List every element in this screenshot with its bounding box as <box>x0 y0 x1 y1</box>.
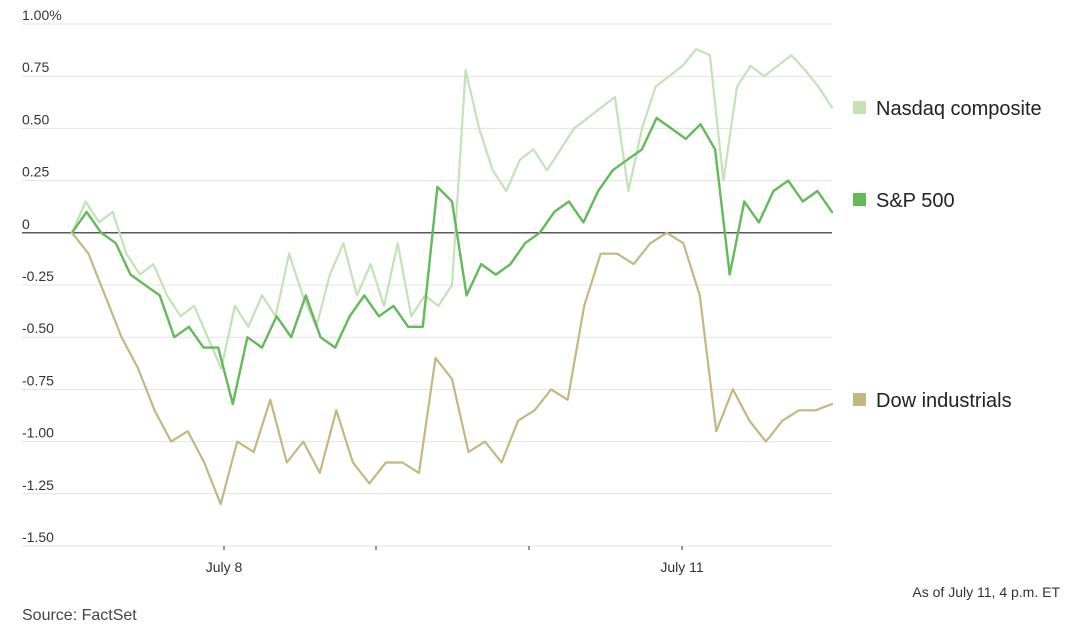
y-tick-label: -0.25 <box>22 268 54 284</box>
y-tick-label: 0.50 <box>22 111 49 127</box>
source-label: Source: FactSet <box>22 607 137 624</box>
y-tick-label: 0.25 <box>22 164 49 180</box>
as-of-note: As of July 11, 4 p.m. ET <box>912 584 1060 600</box>
y-tick-label: -0.50 <box>22 320 54 336</box>
legend-label: Nasdaq composite <box>876 98 1042 120</box>
legend-swatch <box>853 193 866 206</box>
y-tick-label: -1.25 <box>22 477 54 493</box>
y-tick-label: 1.00% <box>22 7 62 23</box>
x-tick-label: July 8 <box>206 559 243 575</box>
legend-label: S&P 500 <box>876 190 955 212</box>
series-line-s-p-500 <box>70 116 834 406</box>
x-tick-label: July 11 <box>660 559 704 575</box>
legend-swatch <box>853 393 866 406</box>
y-tick-label: 0.75 <box>22 59 49 75</box>
legend: Nasdaq composite S&P 500 Dow industrials <box>853 98 1042 412</box>
series-lines <box>70 47 834 506</box>
y-tick-label: -0.75 <box>22 372 54 388</box>
y-tick-label: 0 <box>22 216 30 232</box>
y-tick-label: -1.50 <box>22 529 54 545</box>
legend-label: Dow industrials <box>876 390 1012 412</box>
series-line-dow-industrials <box>70 231 834 506</box>
y-tick-label: -1.00 <box>22 425 54 441</box>
legend-swatch <box>853 101 866 114</box>
axis-ticks: 1.00% 0.75 0.50 0.25 0 -0.25 -0.50 -0.75 -1.00 -1… <box>22 7 704 575</box>
series-line-nasdaq-composite <box>70 47 834 370</box>
